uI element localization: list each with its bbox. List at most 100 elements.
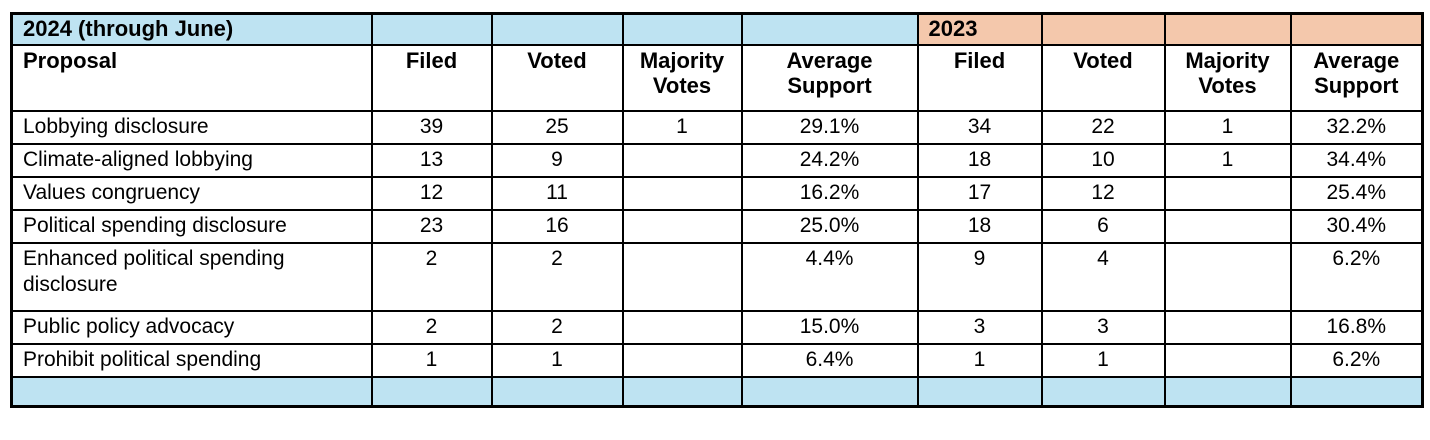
value-cell: 2 [490,309,624,345]
value-cell: 12 [1040,175,1166,211]
value-cell: 34 [916,109,1043,145]
value-cell: 6.2% [1289,342,1424,378]
table-head: 2024 (through June) 2023 Proposal Filed … [10,12,1424,112]
value-cell: 4 [1040,241,1166,312]
value-cell: 30.4% [1289,208,1424,244]
value-cell: 11 [490,175,624,211]
column-header-row: Proposal Filed Voted Majority Votes Aver… [10,43,1424,112]
value-cell: 16.8% [1289,309,1424,345]
value-cell: 24.2% [740,142,919,178]
value-cell [621,309,743,345]
table-row: Political spending disclosure 23 16 25.0% 18… [10,208,1424,244]
footer-band-cell [370,375,493,408]
table-row: Lobbying disclosure 39 25 1 29.1% 34 22 1 32.2% [10,109,1424,145]
value-cell: 9 [490,142,624,178]
value-cell: 1 [370,342,493,378]
page: 2024 (through June) 2023 Proposal Filed … [10,12,1424,408]
value-cell: 6.4% [740,342,919,378]
value-cell: 1 [490,342,624,378]
value-cell: 1 [1040,342,1166,378]
value-cell [621,175,743,211]
value-cell: 2 [370,309,493,345]
col-header-average-support-2023: Average Support [1289,43,1424,112]
value-cell: 9 [916,241,1043,312]
value-cell: 1 [1163,109,1292,145]
value-cell: 22 [1040,109,1166,145]
value-cell: 18 [916,142,1043,178]
value-cell: 6.2% [1289,241,1424,312]
value-cell: 12 [370,175,493,211]
value-cell: 25 [490,109,624,145]
footer-band-cell [621,375,743,408]
year-band-cell [740,12,919,46]
proposal-name: Prohibit political spending [10,342,373,378]
value-cell [1163,208,1292,244]
value-cell: 4.4% [740,241,919,312]
col-header-filed-2023: Filed [916,43,1043,112]
value-cell: 39 [370,109,493,145]
value-cell [1163,342,1292,378]
table-row: Values congruency 12 11 16.2% 17 12 25.4% [10,175,1424,211]
col-header-proposal: Proposal [10,43,373,112]
value-cell [1163,175,1292,211]
table-row: Prohibit political spending 1 1 6.4% 1 1 6.2% [10,342,1424,378]
col-header-filed-2024: Filed [370,43,493,112]
value-cell: 25.4% [1289,175,1424,211]
value-cell: 16.2% [740,175,919,211]
footer-band-cell [10,375,373,408]
table-row: Public policy advocacy 2 2 15.0% 3 3 16.8% [10,309,1424,345]
value-cell: 25.0% [740,208,919,244]
value-cell [1163,241,1292,312]
value-cell: 16 [490,208,624,244]
value-cell [1163,309,1292,345]
value-cell: 1 [916,342,1043,378]
col-header-majority-votes-2023: Majority Votes [1163,43,1292,112]
table-row: Climate-aligned lobbying 13 9 24.2% 18 10 1 34.… [10,142,1424,178]
year-band-row: 2024 (through June) 2023 [10,12,1424,46]
footer-band-cell [1040,375,1166,408]
year-band-cell [370,12,493,46]
value-cell: 6 [1040,208,1166,244]
value-cell: 18 [916,208,1043,244]
proposal-name: Public policy advocacy [10,309,373,345]
value-cell: 29.1% [740,109,919,145]
footer-band-cell [916,375,1043,408]
value-cell: 10 [1040,142,1166,178]
footer-band-cell [740,375,919,408]
year-band-cell [621,12,743,46]
year-band-cell [1289,12,1424,46]
value-cell: 32.2% [1289,109,1424,145]
table-foot [10,375,1424,408]
col-header-voted-2023: Voted [1040,43,1166,112]
table-row: Enhanced political spending disclosure 2 2… [10,241,1424,312]
value-cell: 13 [370,142,493,178]
value-cell [621,342,743,378]
footer-band-cell [1163,375,1292,408]
value-cell [621,208,743,244]
col-header-voted-2024: Voted [490,43,624,112]
value-cell [621,142,743,178]
value-cell: 34.4% [1289,142,1424,178]
year-band-cell [1163,12,1292,46]
value-cell: 2 [370,241,493,312]
col-header-average-support-2024: Average Support [740,43,919,112]
value-cell: 1 [621,109,743,145]
footer-band-cell [1289,375,1424,408]
value-cell: 2 [490,241,624,312]
proposal-name: Values congruency [10,175,373,211]
year-band-cell [1040,12,1166,46]
year-band-cell [490,12,624,46]
footer-band-cell [490,375,624,408]
proposal-name: Climate-aligned lobbying [10,142,373,178]
value-cell: 17 [916,175,1043,211]
proposal-name: Lobbying disclosure [10,109,373,145]
year-2023-label: 2023 [916,12,1043,46]
year-2024-label: 2024 (through June) [10,12,373,46]
value-cell [621,241,743,312]
proposals-table: 2024 (through June) 2023 Proposal Filed … [10,12,1424,408]
proposal-name: Political spending disclosure [10,208,373,244]
value-cell: 15.0% [740,309,919,345]
table-body: Lobbying disclosure 39 25 1 29.1% 34 22 1 32.2% C… [10,109,1424,378]
proposal-name: Enhanced political spending disclosure [10,241,373,312]
value-cell: 23 [370,208,493,244]
